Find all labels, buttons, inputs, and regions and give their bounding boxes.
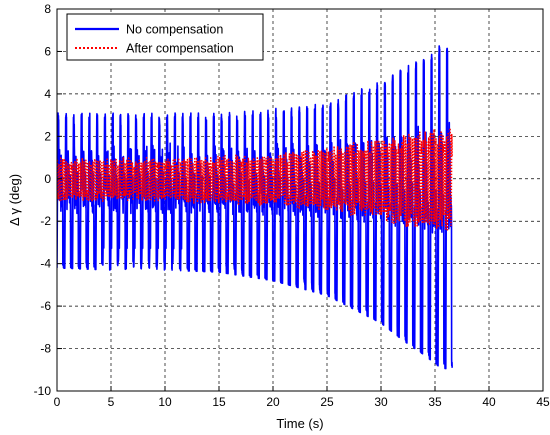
y-tick-label: -6 (40, 299, 51, 313)
x-tick-label: 5 (108, 395, 115, 409)
y-tick-label: -2 (40, 214, 51, 228)
legend-label-after-compensation: After compensation (126, 42, 234, 56)
x-tick-label: 25 (320, 395, 334, 409)
x-tick-label: 0 (54, 395, 61, 409)
x-tick-label: 10 (158, 395, 172, 409)
x-tick-label: 45 (536, 395, 550, 409)
y-tick-label: 8 (44, 2, 51, 16)
x-tick-label: 15 (212, 395, 226, 409)
x-tick-label: 20 (266, 395, 280, 409)
x-tick-label: 35 (428, 395, 442, 409)
plot-area-frame (56, 8, 544, 392)
x-tick-label: 40 (482, 395, 496, 409)
y-tick-label: 0 (44, 172, 51, 186)
series-layer (57, 45, 453, 370)
y-tick-label: -4 (40, 257, 51, 271)
y-tick-label: 6 (44, 44, 51, 58)
x-axis-label: Time (s) (276, 416, 323, 431)
legend-box (66, 13, 264, 61)
y-tick-label: 2 (44, 129, 51, 143)
legend-label-no-compensation: No compensation (126, 23, 223, 37)
y-tick-label: 4 (44, 87, 51, 101)
y-axis-label: Δ γ (deg) (7, 174, 22, 226)
y-tick-label: -8 (40, 342, 51, 356)
series-line-after-compensation (57, 127, 453, 231)
y-tick-label: -10 (34, 384, 52, 398)
x-tick-label: 30 (374, 395, 388, 409)
axis-ticks: 0 5 10 15 20 25 30 35 40 45 -10 -8 -6 -4 -2 0 2 4 6 8 (34, 2, 550, 409)
legend: No compensation After compensation (66, 13, 264, 61)
